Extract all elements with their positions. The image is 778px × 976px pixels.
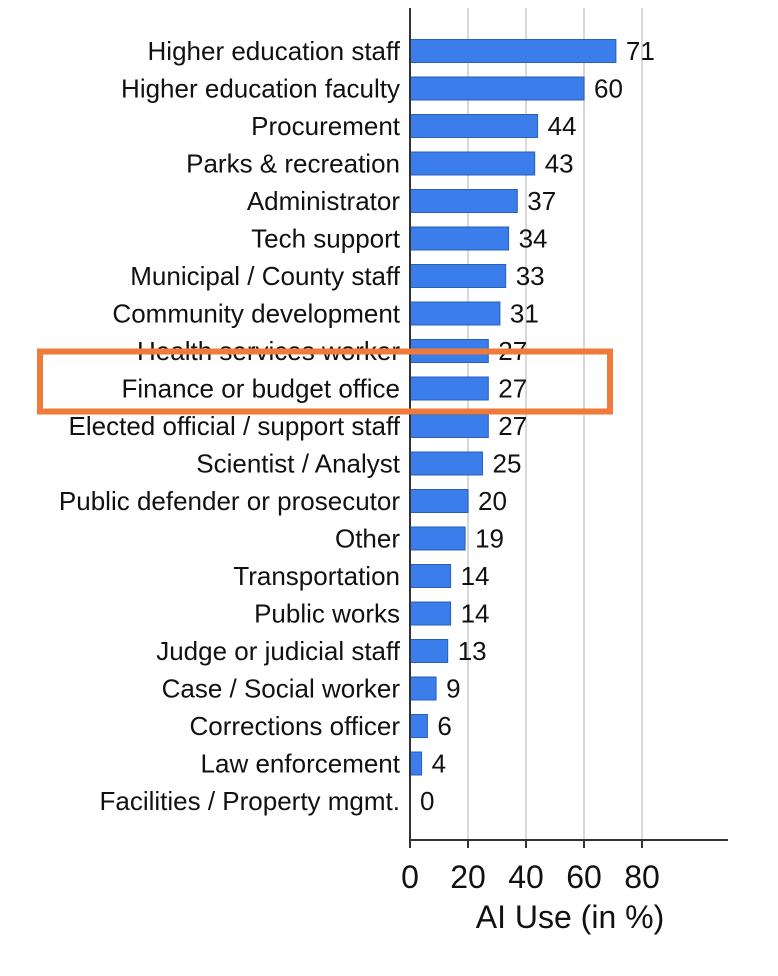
value-label: 14 [461,561,490,591]
value-label: 34 [519,224,548,254]
value-label: 14 [461,599,490,629]
value-label: 25 [493,449,522,479]
category-label: Public defender or prosecutor [59,486,400,516]
value-label: 43 [545,149,574,179]
value-label: 6 [437,711,451,741]
x-tick-label: 40 [508,859,544,895]
bar [409,76,585,101]
category-label: Higher education faculty [121,74,400,104]
category-label: Tech support [251,224,401,254]
category-label: Law enforcement [201,749,401,779]
value-label: 9 [446,674,460,704]
bar [409,151,536,176]
category-label: Scientist / Analyst [196,449,401,479]
bar [409,226,510,251]
category-label: Public works [254,599,400,629]
bar [409,451,483,476]
category-label: Corrections officer [190,711,401,741]
x-tick-label: 60 [566,859,602,895]
bar [409,751,423,776]
x-tick-labels: 0 20 40 60 80 [401,840,660,895]
bar [409,414,489,438]
value-label: 37 [527,186,556,216]
value-label: 44 [548,111,577,141]
value-label: 20 [478,486,507,516]
category-label: Parks & recreation [186,149,400,179]
bar [409,39,617,63]
value-label: 31 [510,299,539,329]
bar [409,526,466,551]
value-label: 71 [626,36,655,66]
category-label: Community development [112,299,400,329]
value-label: 19 [475,524,504,554]
x-tick-label: 0 [401,859,419,895]
bars [409,39,617,776]
category-label: Other [335,524,400,554]
x-tick-label: 80 [624,859,660,895]
bar [409,114,539,138]
value-label: 27 [498,411,527,441]
value-label: 13 [458,636,487,666]
category-label: Administrator [247,186,400,216]
category-label: Municipal / County staff [130,261,401,291]
value-label: 0 [420,786,434,816]
bar [409,264,507,288]
category-label: Higher education staff [148,36,401,66]
value-label: 4 [432,749,446,779]
value-label: 60 [594,74,623,104]
category-label: Procurement [251,111,401,141]
bar [409,639,449,663]
bar [409,189,518,213]
bar [409,676,437,701]
bar [409,376,489,401]
bar [409,489,469,513]
x-axis-title: AI Use (in %) [476,899,664,935]
bar [409,714,428,738]
bar [409,564,452,588]
bar [409,301,501,326]
category-label: Judge or judicial staff [156,636,401,666]
category-label: Finance or budget office [122,374,400,404]
highlight-box [37,348,613,415]
value-label: 27 [498,374,527,404]
category-label: Facilities / Property mgmt. [99,786,400,816]
category-labels: Higher education staff Higher education f… [59,36,401,816]
bar [409,601,452,626]
category-label: Case / Social worker [162,674,401,704]
value-label: 33 [516,261,545,291]
x-tick-label: 20 [450,859,486,895]
category-label: Elected official / support staff [69,411,401,441]
category-label: Transportation [233,561,400,591]
